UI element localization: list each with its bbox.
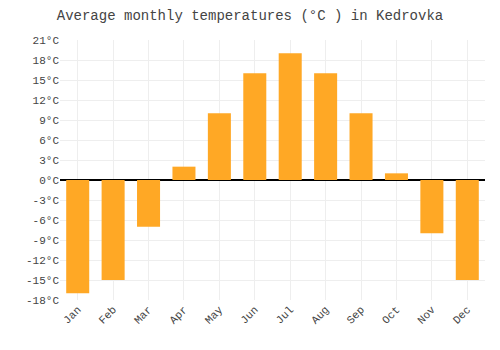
svg-text:Mar: Mar [132,304,154,326]
svg-text:15°C: 15°C [33,75,60,87]
svg-text:Dec: Dec [451,304,473,326]
svg-text:-9°C: -9°C [33,235,60,247]
svg-text:3°C: 3°C [39,155,59,167]
svg-text:Apr: Apr [167,304,189,326]
svg-text:Oct: Oct [380,304,402,326]
svg-text:Jun: Jun [238,304,260,326]
svg-text:-12°C: -12°C [26,255,59,267]
svg-text:Feb: Feb [97,304,119,326]
svg-text:Jan: Jan [61,304,83,326]
svg-text:-3°C: -3°C [33,195,60,207]
svg-text:Aug: Aug [309,304,331,326]
svg-text:-6°C: -6°C [33,215,60,227]
svg-text:-15°C: -15°C [26,275,59,287]
svg-text:Jul: Jul [274,304,296,326]
svg-text:21°C: 21°C [33,35,60,47]
svg-text:May: May [203,304,226,327]
svg-text:-18°C: -18°C [26,295,59,307]
svg-text:9°C: 9°C [39,115,59,127]
svg-text:Average monthly temperatures (: Average monthly temperatures (°C ) in Ke… [57,8,443,24]
svg-text:18°C: 18°C [33,55,60,67]
svg-text:0°C: 0°C [39,175,59,187]
svg-text:Sep: Sep [345,304,367,326]
svg-text:Nov: Nov [415,304,438,327]
svg-text:12°C: 12°C [33,95,60,107]
svg-text:6°C: 6°C [39,135,59,147]
